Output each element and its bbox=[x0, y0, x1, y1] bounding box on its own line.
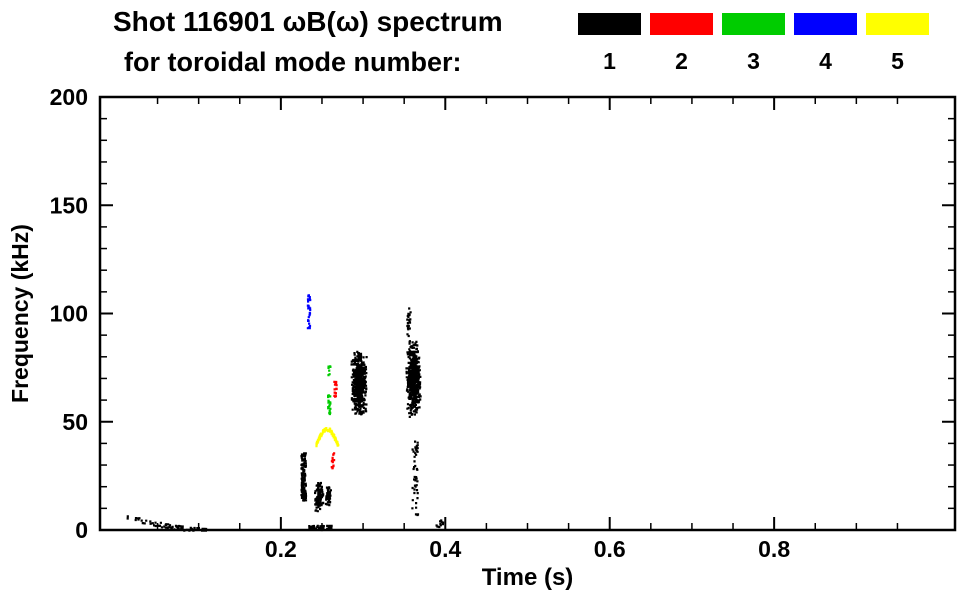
legend-label-mode-3: 3 bbox=[747, 48, 760, 74]
cluster-mode-1 bbox=[435, 519, 445, 529]
cluster-mode-3 bbox=[327, 365, 332, 377]
cluster-mode-1 bbox=[314, 481, 325, 513]
x-axis-label: Time (s) bbox=[482, 564, 574, 591]
x-tick-label: 0.4 bbox=[429, 536, 461, 562]
cluster-mode-1 bbox=[411, 440, 420, 517]
legend-mode-4: 4 bbox=[794, 13, 857, 73]
x-tick-label: 0.2 bbox=[265, 536, 297, 562]
y-tick-label: 200 bbox=[50, 84, 88, 110]
y-tick-label: 50 bbox=[62, 409, 88, 435]
cluster-mode-1 bbox=[406, 307, 412, 338]
legend-swatch-mode-3 bbox=[722, 13, 785, 35]
legend-swatch-mode-1 bbox=[578, 13, 641, 35]
legend-swatch-mode-2 bbox=[650, 13, 713, 35]
cluster-mode-2 bbox=[330, 452, 336, 470]
chart-title: Shot 116901 ωB(ω) spectrum bbox=[113, 6, 503, 37]
cluster-mode-1 bbox=[308, 524, 333, 532]
legend-mode-3: 3 bbox=[722, 13, 785, 73]
legend-mode-5: 5 bbox=[866, 13, 929, 73]
cluster-mode-2 bbox=[333, 380, 338, 398]
cluster-mode-1 bbox=[300, 452, 308, 502]
legend-swatch-mode-5 bbox=[866, 13, 929, 35]
legend-label-mode-2: 2 bbox=[675, 48, 688, 74]
plot-frame bbox=[98, 95, 957, 532]
cluster-mode-1 bbox=[126, 515, 208, 532]
x-tick-label: 0.6 bbox=[594, 536, 626, 562]
cluster-mode-5 bbox=[315, 427, 340, 448]
y-tick-label: 150 bbox=[50, 192, 88, 218]
legend-label-mode-4: 4 bbox=[819, 48, 832, 74]
legend-swatch-mode-4 bbox=[794, 13, 857, 35]
cluster-mode-1 bbox=[324, 486, 332, 507]
cluster-mode-1 bbox=[405, 340, 422, 418]
cluster-mode-1 bbox=[350, 350, 368, 416]
legend-label-mode-5: 5 bbox=[891, 48, 904, 74]
legend-label-mode-1: 1 bbox=[603, 48, 616, 74]
y-tick-label: 100 bbox=[50, 301, 88, 327]
cluster-mode-3 bbox=[327, 394, 332, 416]
chart-subtitle: for toroidal mode number: bbox=[124, 47, 462, 77]
legend-mode-1: 1 bbox=[578, 13, 641, 73]
y-tick-label: 0 bbox=[75, 517, 88, 543]
x-tick-label: 0.8 bbox=[758, 536, 790, 562]
cluster-mode-4 bbox=[306, 294, 312, 330]
y-axis-label: Frequency (kHz) bbox=[7, 224, 33, 403]
legend-mode-2: 2 bbox=[650, 13, 713, 73]
mode-legend: 1 2 3 4 5 bbox=[578, 13, 929, 73]
